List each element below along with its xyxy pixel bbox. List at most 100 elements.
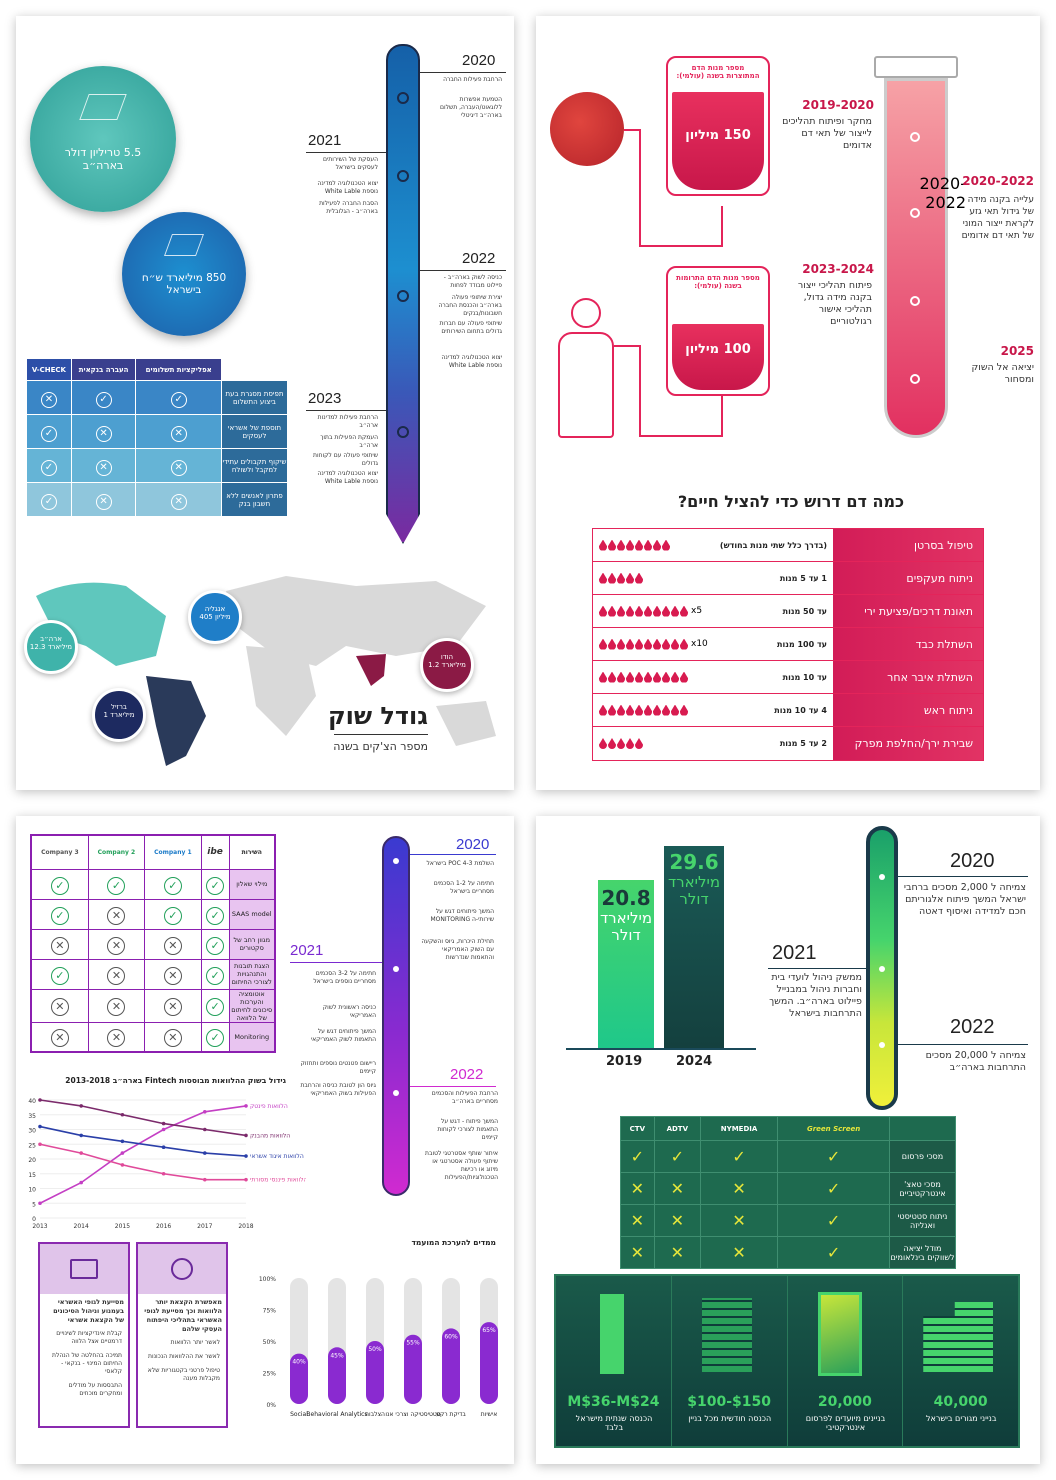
timeline-year: 2021 xyxy=(290,942,324,959)
mark-x: ✕ xyxy=(144,928,202,960)
stat-cell: 20,000 בניינים מיועדים לפרסום אינטרקטיבי xyxy=(788,1276,904,1446)
timeline-item: ריישום פטנטים נוספים ותחזוק קיימים xyxy=(300,1060,376,1075)
stat-label: בניינים מיועדים לפרסום אינטרקטיבי xyxy=(805,1414,886,1432)
mark-x: ✕ xyxy=(30,1021,89,1053)
timeline-dot xyxy=(397,426,409,438)
bar-unit: מיליארד דולר xyxy=(667,873,721,908)
box-text: לאשר את ההלוואות הנכונות xyxy=(148,1353,220,1360)
stats-strip: M$36-M$24 הכנסה שנתית מישראל בלבד $100-$… xyxy=(554,1274,1020,1448)
timeline-item: השלמת POC 4-3 בישראל xyxy=(426,860,494,867)
mark-v: ✓ xyxy=(87,868,146,900)
benefit-box-left: מסייעת לגופי האשראי בעמנוע וניהול הסיכונ… xyxy=(38,1242,130,1428)
milestone-text: ממשק ניהול לועדי בית וחברות ניהול במבניי… xyxy=(769,972,862,1019)
timeline-bar xyxy=(386,44,420,544)
mark-v: ✓ xyxy=(70,380,137,415)
timeline-dot xyxy=(910,132,920,142)
timeline-item: גיוס הון לטובת כניסה והרחבת הפעילות בשוק… xyxy=(300,1082,376,1097)
blood-row: 4 עד 10 מנות ניתוח ראש xyxy=(593,694,983,727)
mark-v: ✓ xyxy=(200,1021,230,1053)
milestone-year: 2025 xyxy=(1000,344,1034,358)
map-title: גודל שוק xyxy=(327,702,428,730)
mark-v: ✓ xyxy=(200,958,230,990)
line-chart: 0 5 10 15 20 25 30 35 40 2013 2014 2015 2016 2017 2018… xyxy=(28,1098,306,1230)
comparison-table: CTV ADTV NYMEDIA Green Screen ✓ ✓ ✓ ✓ מסכי … xyxy=(620,1116,956,1269)
table-header: ibe xyxy=(200,834,230,870)
box-text: טיפול פרטני בקטגוריות שלא מקבלות מענה xyxy=(147,1367,220,1382)
blood-row: עד 10 מנות השתלת איבר אחר xyxy=(593,661,983,694)
bar-chart: 100% 75% 50% 25% 0% 40% Social 45% Behavioral An… xyxy=(259,1276,498,1418)
blood-row: x5 עד 50 מנות תאונת דרכים/פציעת ירי xyxy=(593,595,983,628)
data-point xyxy=(203,1151,207,1155)
data-point xyxy=(161,1127,166,1132)
y-tick-label: 30 xyxy=(28,1128,36,1135)
row-label: הצגת תובנות והתנהגויות לצורכי החיתום xyxy=(228,958,276,990)
bar-chart-title: ממדים להערכת המועמד xyxy=(411,1238,496,1247)
mark-x: ✕ xyxy=(87,1021,146,1053)
mark-v: ✓ xyxy=(777,1204,890,1237)
mark-x: ✕ xyxy=(144,958,202,990)
data-point xyxy=(79,1151,83,1155)
x-tick-label: 2015 xyxy=(115,1223,130,1230)
stat-cell: $100-$150 הכנסה חודשית מכל בניין xyxy=(672,1276,788,1446)
drops xyxy=(593,727,780,760)
blood-bag-donated: מספר מנות הדם התרומות בשנה (עולמי): 100 … xyxy=(666,266,770,396)
y-tick-label: 100% xyxy=(259,1276,276,1283)
baseline xyxy=(566,1048,756,1050)
data-point xyxy=(203,1127,207,1132)
mark-v: ✓ xyxy=(200,928,230,960)
mark-x: ✕ xyxy=(699,1236,779,1269)
mark-v: ✓ xyxy=(30,868,89,900)
timeline-item: כניסה ראשונית לשוק האמריקאי xyxy=(322,1004,376,1019)
timeline-item: יצוא הטכנולוגיה למדינה נוספת White Lable xyxy=(317,470,378,485)
timeline-dot xyxy=(879,874,885,880)
mark-v: ✓ xyxy=(30,898,89,930)
timeline-item: יצירת שיתופי פעולה בארה״ב והכנסת החברה ח… xyxy=(438,294,502,317)
series-label: הלוואות איגוד אשראי xyxy=(250,1153,304,1160)
timeline-dot xyxy=(879,966,885,972)
panel-credit-scoring: Company 3 Company 2 Company 1 ibe השירות… xyxy=(16,816,514,1464)
bag-value: 100 מיליון xyxy=(685,342,751,357)
data-point xyxy=(244,1104,248,1108)
blood-amount: עד 100 מנות xyxy=(777,639,827,649)
mark-x: ✕ xyxy=(26,380,72,415)
mark-x: ✕ xyxy=(620,1172,655,1205)
y-tick-label: 50% xyxy=(263,1339,277,1346)
row-label: מילוי שאלון xyxy=(228,868,276,900)
blood-amount: 2 עד 5 מנות xyxy=(779,739,827,748)
table-header: Green Screen xyxy=(777,1116,890,1141)
blood-needs-list: (בדרך כלל שתי מנות בחודש) טיפול בסרטן 1 … xyxy=(592,528,984,761)
timeline-dot xyxy=(397,290,409,302)
timeline-year: 2023 xyxy=(308,390,342,407)
stat-value: $100-$150 xyxy=(687,1394,771,1410)
row-label: Monitoring xyxy=(228,1021,276,1053)
panel-green-screen: 20.8 מיליארד דולר 29.6 מיליארד דולר 2019… xyxy=(536,816,1040,1464)
benefit-box-right: מאפשרת הקצאת יותר הלוואות וכך מסייעת לגו… xyxy=(136,1242,228,1428)
timeline-item: המשך פיתוח - דגש על התאמות לצורכי לקוחות… xyxy=(437,1118,498,1141)
mark-x: ✕ xyxy=(30,928,89,960)
mark-x: ✕ xyxy=(87,898,146,930)
x-category-label: Behavioral Analytics xyxy=(306,1411,367,1418)
stat-value: M$36-M$24 xyxy=(567,1394,660,1410)
bar-value-label: 60% xyxy=(444,1333,458,1340)
mark-x: ✕ xyxy=(699,1204,779,1237)
bar xyxy=(366,1341,384,1404)
mark-x: ✕ xyxy=(144,988,202,1023)
mark-x: ✕ xyxy=(70,414,137,449)
y-tick-label: 25 xyxy=(28,1142,36,1149)
timeline-item: יצוא הטכנולוגיה למדינה נוספת White Lable xyxy=(317,180,378,195)
milestone-text: עלייה בקנה מידה של גידול תאי גזע לקראת י… xyxy=(961,195,1034,241)
coin-hand-icon xyxy=(171,1258,193,1280)
bar-value: 29.6 xyxy=(669,850,719,874)
blood-amount: 4 עד 10 מנות xyxy=(774,705,827,715)
world-map xyxy=(36,576,496,766)
data-point xyxy=(120,1151,125,1155)
buildings-icon xyxy=(923,1302,994,1372)
mark-x: ✕ xyxy=(70,482,137,517)
box-text: מאפשרת הקצאת יותר הלוואות וכך מסייעת לגו… xyxy=(144,1298,222,1333)
blood-amount: (בדרך כלל שתי מנות בחודש) xyxy=(719,540,827,550)
comparison-table: Company 3 Company 2 Company 1 ibe השירות… xyxy=(30,834,276,1053)
bag-label: מספר מנות הדם התרומות בשנה (עולמי): xyxy=(676,274,760,290)
stat-cell: M$36-M$24 הכנסה שנתית מישראל בלבד xyxy=(556,1276,672,1446)
test-tube xyxy=(874,56,958,78)
mark-v: ✓ xyxy=(144,898,202,930)
